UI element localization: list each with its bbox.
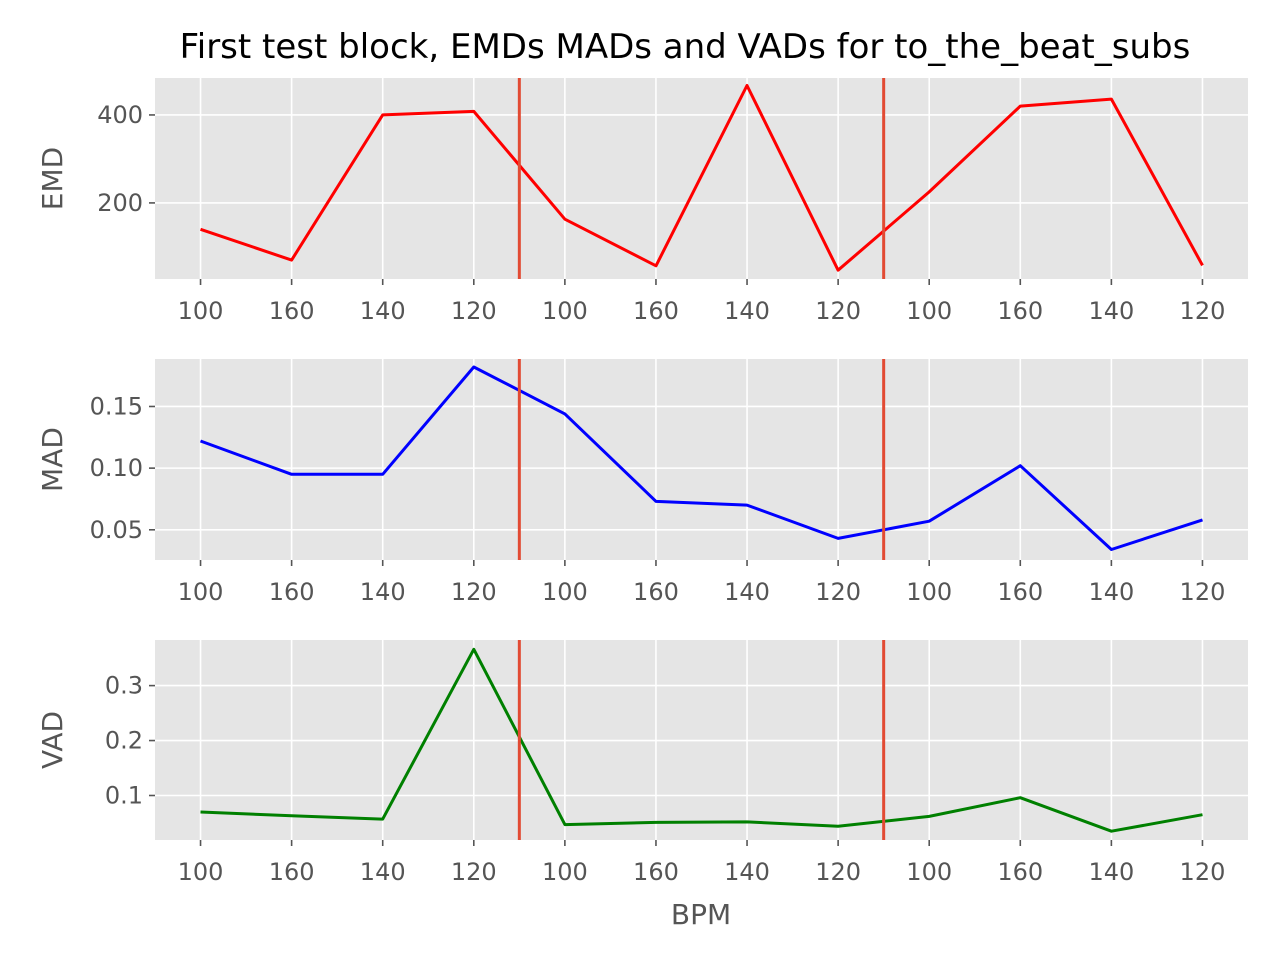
x-tick-label: 160 bbox=[633, 297, 679, 325]
x-tick-label: 120 bbox=[1180, 297, 1226, 325]
y-tick-label: 0.2 bbox=[105, 727, 143, 755]
x-tick-label: 120 bbox=[1180, 858, 1226, 886]
x-axis-label: BPM bbox=[671, 898, 731, 931]
x-tick-label: 140 bbox=[360, 297, 406, 325]
x-tick-label: 120 bbox=[815, 578, 861, 606]
x-tick-label: 100 bbox=[178, 578, 224, 606]
x-tick-label: 100 bbox=[542, 578, 588, 606]
x-tick-label: 160 bbox=[269, 578, 315, 606]
panel-vad: 100 160 140 120 100 160 140 120 100 160 140 120 0.1 0… bbox=[36, 640, 1248, 886]
x-tick-label: 160 bbox=[269, 858, 315, 886]
x-tick-label: 160 bbox=[633, 578, 679, 606]
series-line-emd bbox=[200, 84, 1204, 272]
y-tick-label: 0.05 bbox=[90, 516, 143, 544]
y-tick-label: 0.3 bbox=[105, 672, 143, 700]
x-tick-label: 100 bbox=[906, 578, 952, 606]
y-tick-label: 400 bbox=[97, 101, 143, 129]
plot-background bbox=[155, 359, 1248, 560]
y-tick-label: 0.10 bbox=[90, 454, 143, 482]
x-tick-label: 140 bbox=[1088, 858, 1134, 886]
x-tick-label: 160 bbox=[997, 578, 1043, 606]
x-tick-label: 120 bbox=[1180, 578, 1226, 606]
x-tick-label: 140 bbox=[724, 297, 770, 325]
y-axis-label: MAD bbox=[36, 427, 69, 492]
x-tick-label: 140 bbox=[724, 858, 770, 886]
x-tick-label: 100 bbox=[906, 858, 952, 886]
series-line-vad bbox=[200, 647, 1203, 833]
x-tick-label: 140 bbox=[1088, 578, 1134, 606]
x-tick-label: 100 bbox=[542, 297, 588, 325]
x-tick-label: 100 bbox=[542, 858, 588, 886]
y-tick-label: 0.15 bbox=[90, 392, 143, 420]
x-tick-label: 140 bbox=[1088, 297, 1134, 325]
x-tick-label: 140 bbox=[724, 578, 770, 606]
x-tick-label: 140 bbox=[360, 578, 406, 606]
panel-mad: 100 160 140 120 100 160 140 120 100 160 140 120 0.05… bbox=[36, 359, 1248, 606]
x-tick-label: 120 bbox=[815, 858, 861, 886]
x-tick-label: 160 bbox=[269, 297, 315, 325]
x-tick-label: 120 bbox=[815, 297, 861, 325]
panels: 100 160 140 120 100 160 140 120 100 160 140 120 200 4… bbox=[36, 78, 1248, 886]
y-axis-label: VAD bbox=[36, 711, 69, 769]
chart-title: First test block, EMDs MADs and VADs for… bbox=[180, 27, 1191, 67]
y-tick-label: 0.1 bbox=[105, 781, 143, 809]
series-line-mad bbox=[199, 365, 1203, 551]
x-tick-label: 140 bbox=[360, 858, 406, 886]
x-tick-label: 120 bbox=[451, 858, 497, 886]
y-tick-label: 200 bbox=[97, 189, 143, 217]
x-tick-label: 100 bbox=[906, 297, 952, 325]
x-tick-label: 160 bbox=[997, 858, 1043, 886]
x-tick-label: 160 bbox=[997, 297, 1043, 325]
y-axis-label: EMD bbox=[36, 147, 69, 210]
x-tick-label: 120 bbox=[451, 297, 497, 325]
x-tick-label: 160 bbox=[633, 858, 679, 886]
x-tick-label: 100 bbox=[178, 297, 224, 325]
x-tick-label: 100 bbox=[178, 858, 224, 886]
x-tick-label: 120 bbox=[451, 578, 497, 606]
panel-emd: 100 160 140 120 100 160 140 120 100 160 140 120 200 4… bbox=[36, 78, 1248, 325]
